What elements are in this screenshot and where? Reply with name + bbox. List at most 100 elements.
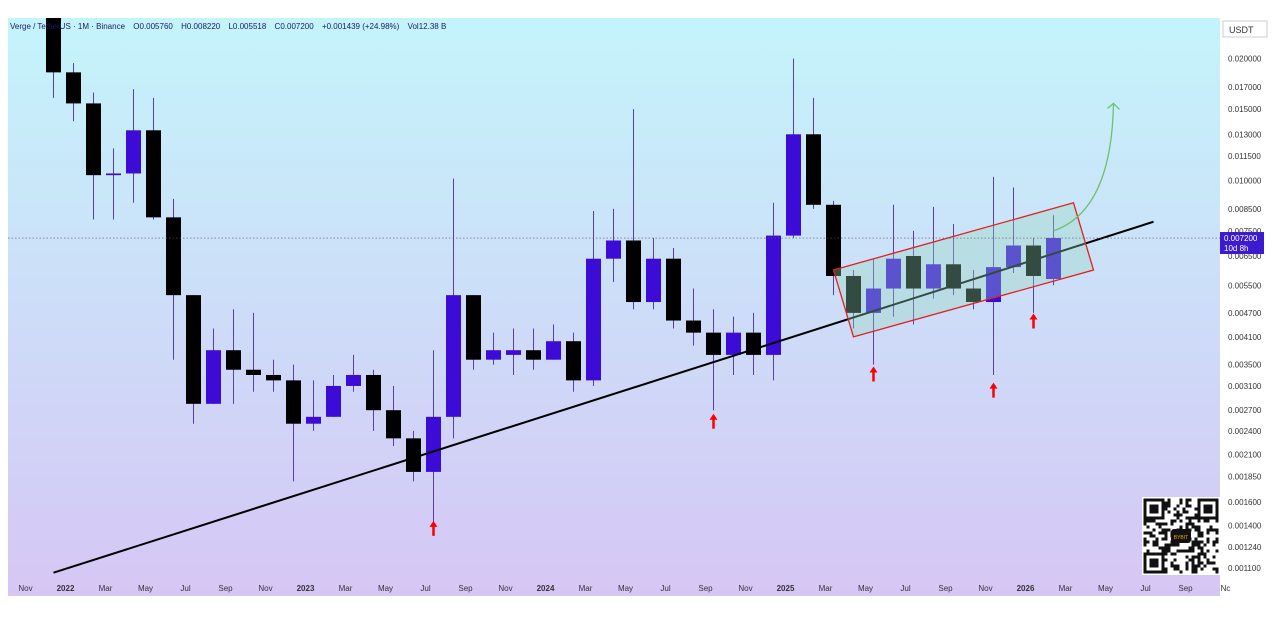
countdown-label: 10d 8h bbox=[1224, 244, 1248, 253]
last-price-label: 0.007200 bbox=[1224, 234, 1258, 243]
candle[interactable] bbox=[366, 369, 381, 431]
candle[interactable] bbox=[706, 309, 721, 411]
candle-body bbox=[386, 410, 401, 439]
candle[interactable] bbox=[446, 178, 461, 439]
candle-body bbox=[666, 258, 681, 321]
candle[interactable] bbox=[546, 324, 561, 360]
candle-body bbox=[566, 341, 581, 381]
y-tick-label: 0.004700 bbox=[1228, 309, 1262, 318]
candle[interactable] bbox=[226, 309, 241, 404]
candle[interactable] bbox=[246, 312, 261, 392]
candle[interactable] bbox=[966, 270, 981, 310]
candle[interactable] bbox=[846, 270, 861, 329]
candle[interactable] bbox=[686, 288, 701, 346]
candle[interactable] bbox=[1046, 215, 1061, 286]
candle[interactable] bbox=[66, 63, 81, 122]
y-tick-label: 0.002700 bbox=[1228, 406, 1262, 415]
x-tick-label: May bbox=[378, 584, 393, 593]
symbol-name: Verge / TetherUS · 1M · Binance bbox=[10, 22, 126, 31]
candle[interactable] bbox=[186, 295, 201, 424]
arrow-up-icon bbox=[989, 382, 998, 398]
candle[interactable] bbox=[286, 364, 301, 482]
y-tick-label: 0.007500 bbox=[1228, 227, 1262, 236]
candle-body bbox=[326, 385, 341, 417]
x-tick-label: 2023 bbox=[297, 584, 315, 593]
candle-body bbox=[46, 0, 61, 73]
candle-body bbox=[506, 350, 521, 355]
candle[interactable] bbox=[506, 328, 521, 375]
arrow-up-icon bbox=[1029, 313, 1038, 329]
x-tick-label: Jul bbox=[900, 584, 910, 593]
candle-body bbox=[286, 380, 301, 424]
y-tick-label: 0.011500 bbox=[1228, 152, 1261, 161]
ohlc-open: O0.005760 bbox=[133, 22, 173, 31]
ohlc-close: C0.007200 bbox=[274, 22, 314, 31]
candle[interactable] bbox=[726, 316, 741, 375]
candle[interactable] bbox=[146, 97, 161, 220]
candle[interactable] bbox=[886, 204, 901, 317]
rising-channel[interactable] bbox=[832, 201, 1095, 338]
candle-body bbox=[586, 258, 601, 381]
candle-body bbox=[526, 350, 541, 360]
x-tick-label: Nov bbox=[18, 584, 32, 593]
currency-label: USDT bbox=[1229, 25, 1254, 35]
candle[interactable] bbox=[346, 354, 361, 392]
candle[interactable] bbox=[986, 176, 1001, 375]
y-tick-label: 0.004100 bbox=[1228, 333, 1262, 342]
candle-body bbox=[426, 416, 441, 472]
candle[interactable] bbox=[626, 109, 641, 310]
candle[interactable] bbox=[526, 328, 541, 370]
candle[interactable] bbox=[126, 89, 141, 203]
candle[interactable] bbox=[386, 385, 401, 447]
candle[interactable] bbox=[326, 374, 341, 417]
candlestick-chart[interactable]: 0.020000 0.017000 0.015000 0.013000 0.011500… bbox=[8, 0, 1272, 596]
candle-body bbox=[546, 341, 561, 360]
x-tick-label: Sep bbox=[1178, 584, 1193, 593]
x-tick-label: 2024 bbox=[537, 584, 555, 593]
candle[interactable] bbox=[586, 210, 601, 386]
currency-label-box[interactable] bbox=[1222, 20, 1268, 38]
candle[interactable] bbox=[806, 97, 821, 209]
x-tick-label: Mar bbox=[99, 584, 113, 593]
candle[interactable] bbox=[746, 312, 761, 375]
candle[interactable] bbox=[406, 430, 421, 482]
candle-body bbox=[186, 295, 201, 404]
candle[interactable] bbox=[766, 202, 781, 381]
candle[interactable] bbox=[606, 208, 621, 283]
volume: Vol12.38 B bbox=[407, 22, 447, 31]
x-tick-label: Mar bbox=[1059, 584, 1073, 593]
y-tick-label: 0.003500 bbox=[1228, 361, 1262, 370]
x-tick-label: May bbox=[618, 584, 633, 593]
candle-body bbox=[366, 374, 381, 411]
candle-body bbox=[606, 240, 621, 259]
candle[interactable] bbox=[206, 328, 221, 404]
candle[interactable] bbox=[926, 206, 941, 299]
candle[interactable] bbox=[1006, 187, 1021, 273]
candle[interactable] bbox=[426, 350, 441, 526]
x-tick-label: Mar bbox=[819, 584, 833, 593]
arrow-up-icon bbox=[429, 520, 438, 536]
candle[interactable] bbox=[46, 0, 61, 98]
chart-area[interactable]: 0.020000 0.017000 0.015000 0.013000 0.011500… bbox=[8, 0, 1272, 596]
candle-body bbox=[886, 258, 901, 289]
candle[interactable] bbox=[466, 295, 481, 370]
candle[interactable] bbox=[306, 380, 321, 431]
candle[interactable] bbox=[266, 359, 281, 392]
candle[interactable] bbox=[826, 200, 841, 296]
candle[interactable] bbox=[646, 238, 661, 310]
candle[interactable] bbox=[786, 58, 801, 239]
projection-arrow[interactable] bbox=[1053, 102, 1120, 232]
candle[interactable] bbox=[906, 230, 921, 325]
y-tick-label: 0.006500 bbox=[1228, 252, 1262, 261]
candle-body bbox=[346, 374, 361, 386]
candle[interactable] bbox=[566, 332, 581, 392]
candle[interactable] bbox=[166, 198, 181, 360]
candle[interactable] bbox=[666, 248, 681, 329]
candle[interactable] bbox=[106, 148, 121, 220]
candle[interactable] bbox=[486, 332, 501, 365]
candle[interactable] bbox=[86, 92, 101, 220]
support-trendline[interactable] bbox=[53, 220, 1154, 574]
price-axis-panel[interactable] bbox=[1220, 18, 1272, 596]
ohlc-high: H0.008220 bbox=[181, 22, 221, 31]
